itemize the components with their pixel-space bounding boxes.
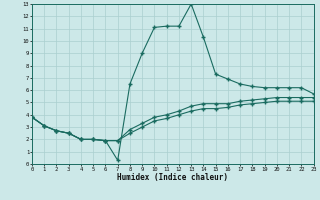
X-axis label: Humidex (Indice chaleur): Humidex (Indice chaleur): [117, 173, 228, 182]
